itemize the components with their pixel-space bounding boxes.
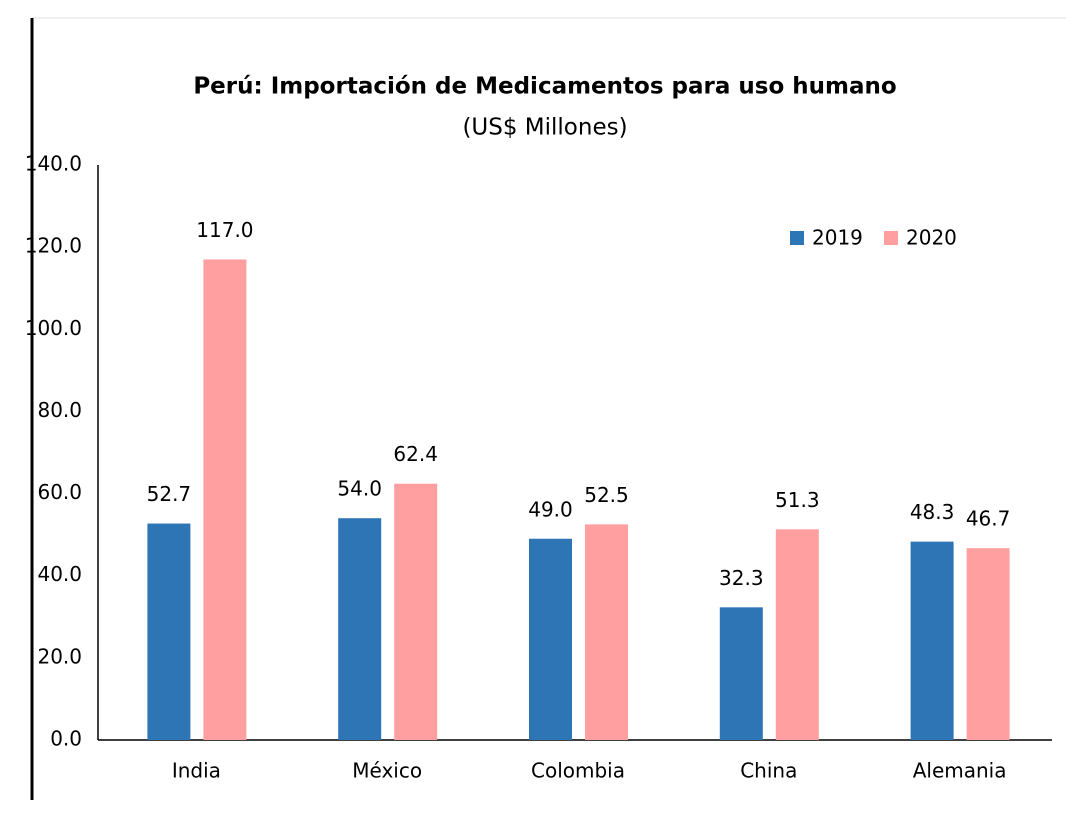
x-tick-label: Colombia [531, 759, 625, 783]
legend-label: 2020 [906, 226, 957, 250]
value-label: 117.0 [196, 218, 253, 242]
y-tick-label: 100.0 [25, 316, 82, 340]
bar [910, 541, 954, 740]
y-tick-label: 20.0 [37, 644, 82, 668]
chart-subtitle: (US$ Millones) [462, 115, 627, 141]
bar [147, 523, 191, 740]
bar [585, 524, 628, 740]
bar [529, 538, 572, 740]
y-tick-label: 120.0 [25, 234, 82, 258]
y-tick-label: 0.0 [50, 727, 82, 751]
chart-title: Perú: Importación de Medicamentos para u… [193, 74, 896, 100]
value-label: 52.5 [584, 483, 629, 507]
bar [394, 483, 438, 740]
bar [203, 259, 247, 740]
y-tick-label: 140.0 [25, 152, 82, 176]
y-tick-label: 80.0 [37, 398, 82, 422]
bar [338, 518, 382, 740]
value-label: 52.7 [147, 482, 192, 506]
value-label: 48.3 [910, 500, 955, 524]
legend-label: 2019 [812, 226, 863, 250]
y-tick-label: 40.0 [37, 562, 82, 586]
value-label: 46.7 [966, 507, 1011, 531]
value-label: 62.4 [393, 442, 438, 466]
x-tick-label: India [172, 759, 221, 783]
value-label: 49.0 [528, 497, 573, 521]
y-tick-label: 60.0 [37, 480, 82, 504]
legend-swatch [790, 231, 804, 245]
bar [719, 607, 763, 740]
bar [966, 548, 1010, 740]
value-label: 51.3 [775, 488, 820, 512]
x-tick-label: China [740, 759, 797, 783]
x-tick-label: México [352, 759, 422, 783]
value-label: 54.0 [337, 477, 382, 501]
bar [775, 529, 819, 740]
value-label: 32.3 [719, 566, 764, 590]
legend-swatch [884, 231, 898, 245]
x-tick-label: Alemania [913, 759, 1007, 783]
